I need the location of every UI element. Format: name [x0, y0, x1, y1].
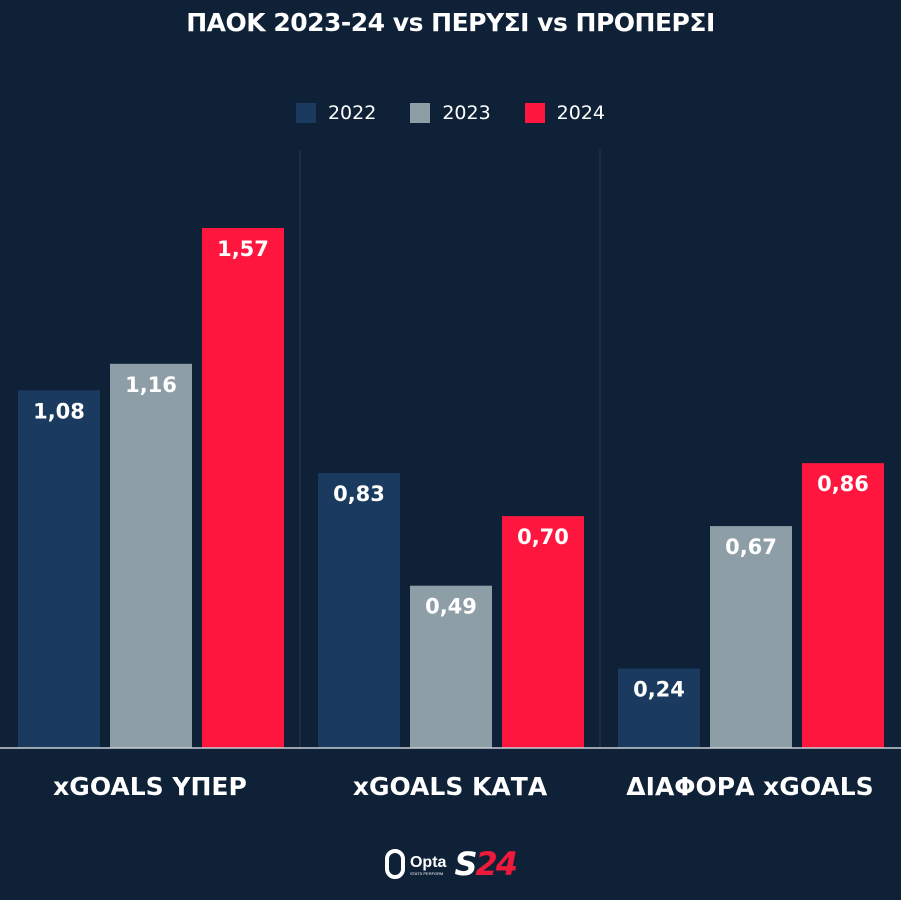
legend-swatch-2023 [410, 103, 431, 123]
chart-title: ΠΑΟΚ 2023-24 vs ΠΕΡΥΣΙ vs ΠΡΟΠΕΡΣΙ [186, 8, 715, 37]
legend-item-2022: 2022 [295, 102, 377, 124]
legend-swatch-2024 [524, 103, 545, 123]
opta-subtitle: STATS PERFORM [409, 871, 444, 876]
bar-label-2022-1: 0,83 [333, 482, 385, 506]
bar-label-2022-0: 1,08 [33, 399, 85, 423]
bar-label-2023-0: 1,16 [125, 373, 177, 397]
bar-2024-1 [502, 516, 584, 748]
bar-2024-2 [802, 463, 884, 748]
opta-logo: Opta STATS PERFORM [384, 849, 447, 879]
bar-2023-0 [110, 363, 192, 748]
bar-label-2024-1: 0,70 [517, 525, 569, 549]
bar-2023-2 [710, 526, 792, 748]
s24-letter: S [454, 845, 477, 883]
bar-label-2022-2: 0,24 [633, 678, 685, 702]
legend-item-2023: 2023 [410, 102, 491, 124]
bar-2024-0 [202, 228, 284, 748]
opta-mark-icon [384, 849, 405, 879]
bar-label-2024-2: 0,86 [817, 472, 869, 496]
legend: 2022 2023 2024 [0, 102, 901, 124]
bar-2022-2 [618, 668, 700, 748]
category-label-2: ΔΙΑΦΟΡΑ xGOALS [626, 772, 873, 801]
opta-wordmark: Opta [409, 854, 447, 871]
s24-number: 24 [475, 845, 518, 883]
logos: Opta STATS PERFORM S24 [0, 848, 901, 880]
bar-2023-1 [410, 585, 492, 748]
legend-swatch-2022 [295, 103, 316, 123]
legend-label-2022: 2022 [327, 102, 377, 124]
legend-label-2023: 2023 [442, 102, 491, 124]
bar-label-2023-1: 0,49 [425, 595, 477, 619]
legend-item-2024: 2024 [524, 102, 606, 124]
category-label-1: xGOALS ΚΑΤΑ [353, 772, 548, 801]
bar-label-2023-2: 0,67 [725, 535, 777, 559]
bar-label-2024-0: 1,57 [217, 237, 269, 261]
bar-2022-0 [18, 390, 100, 748]
category-label-0: xGOALS ΥΠΕΡ [53, 772, 247, 801]
bar-2022-1 [318, 473, 400, 748]
legend-label-2024: 2024 [556, 102, 606, 124]
s24-logo: S24 [454, 845, 518, 883]
